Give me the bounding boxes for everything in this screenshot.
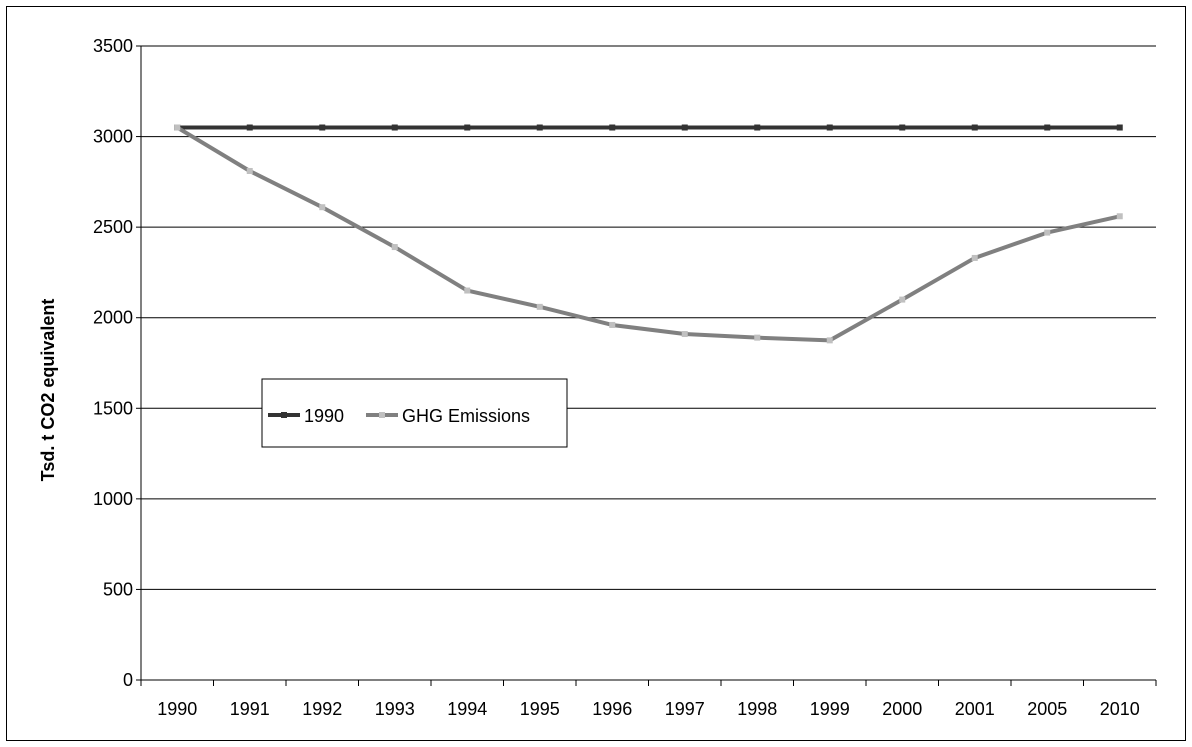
data-point-1990-1993 <box>391 124 398 131</box>
y-tick-label-2000: 2000 <box>93 308 133 328</box>
data-point-1990-1991 <box>246 124 253 131</box>
x-tick-label-1998: 1998 <box>737 699 777 719</box>
data-point-ghg-emissions-1999 <box>826 337 833 344</box>
data-point-ghg-emissions-1994 <box>464 287 471 294</box>
y-tick-label-3000: 3000 <box>93 127 133 147</box>
x-tick-label-2010: 2010 <box>1100 699 1140 719</box>
data-point-1990-2005 <box>1044 124 1051 131</box>
y-tick-label-500: 500 <box>103 579 133 599</box>
y-tick-label-1500: 1500 <box>93 398 133 418</box>
y-tick-label-1000: 1000 <box>93 489 133 509</box>
series-line-ghg-emissions <box>176 125 1121 343</box>
data-point-ghg-emissions-1993 <box>391 244 398 251</box>
gridlines <box>141 45 1156 590</box>
data-point-ghg-emissions-1992 <box>319 204 326 211</box>
data-point-ghg-emissions-2000 <box>899 296 906 303</box>
x-tick-label-1999: 1999 <box>810 699 850 719</box>
data-point-1990-1996 <box>609 124 616 131</box>
data-point-ghg-emissions-2005 <box>1044 229 1051 236</box>
data-point-ghg-emissions-1997 <box>681 331 688 338</box>
data-point-ghg-emissions-1990 <box>174 124 181 131</box>
x-tick-label-2000: 2000 <box>882 699 922 719</box>
data-point-ghg-emissions-2001 <box>971 254 978 261</box>
x-tick-label-2005: 2005 <box>1027 699 1067 719</box>
x-tick-label-1994: 1994 <box>447 699 487 719</box>
legend-box <box>261 378 568 448</box>
legend: 1990 GHG Emissions <box>261 378 568 448</box>
x-tick-label-1993: 1993 <box>375 699 415 719</box>
legend-marker-ghg <box>379 412 385 418</box>
data-point-1990-1997 <box>681 124 688 131</box>
data-point-1990-2010 <box>1116 124 1123 131</box>
data-point-1990-2000 <box>899 124 906 131</box>
y-tick-label-2500: 2500 <box>93 217 133 237</box>
data-point-ghg-emissions-2010 <box>1116 213 1123 220</box>
y-tick-label-3500: 3500 <box>93 36 133 56</box>
x-tick-label-1995: 1995 <box>520 699 560 719</box>
x-tick-label-1991: 1991 <box>230 699 270 719</box>
x-tick-label-1996: 1996 <box>592 699 632 719</box>
data-point-1990-1999 <box>826 124 833 131</box>
legend-marker-1990 <box>281 412 287 418</box>
data-point-1990-1995 <box>536 124 543 131</box>
axes: 0 500 1000 1500 2000 2500 3000 3500 1990 1991 1992… <box>93 36 1157 719</box>
legend-label-1990: 1990 <box>304 406 344 426</box>
series-lines <box>174 124 1123 344</box>
y-axis-title: Tsd. t CO2 equivalent <box>38 299 58 482</box>
data-point-ghg-emissions-1995 <box>536 303 543 310</box>
data-point-ghg-emissions-1991 <box>246 167 253 174</box>
data-point-1990-1992 <box>319 124 326 131</box>
data-point-1990-1998 <box>754 124 761 131</box>
data-point-1990-2001 <box>971 124 978 131</box>
data-point-ghg-emissions-1998 <box>754 334 761 341</box>
x-tick-label-1992: 1992 <box>302 699 342 719</box>
data-point-1990-1994 <box>464 124 471 131</box>
x-tick-label-1990: 1990 <box>157 699 197 719</box>
legend-label-ghg-emissions: GHG Emissions <box>402 406 530 426</box>
x-tick-label-1997: 1997 <box>665 699 705 719</box>
data-point-ghg-emissions-1996 <box>609 321 616 328</box>
y-tick-label-0: 0 <box>123 670 133 690</box>
x-tick-label-2001: 2001 <box>955 699 995 719</box>
